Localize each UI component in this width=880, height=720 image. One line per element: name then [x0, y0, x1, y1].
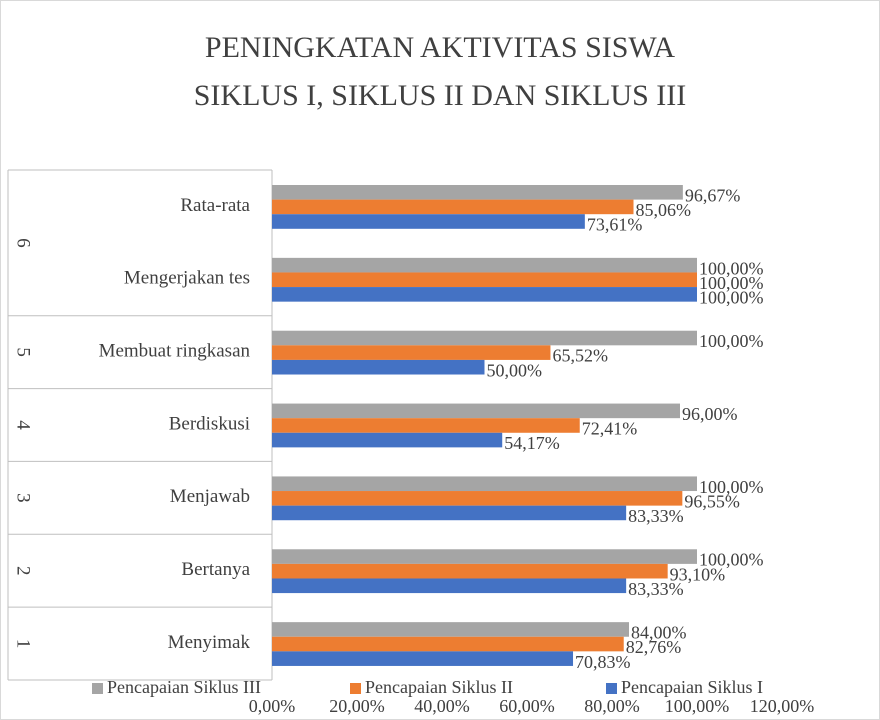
value-label: 96,67% [685, 185, 741, 205]
value-label: 85,06% [636, 200, 692, 220]
value-label: 70,83% [575, 652, 631, 672]
value-label: 93,10% [670, 564, 726, 584]
bar [272, 403, 680, 419]
bar [272, 563, 668, 579]
y-tick-label: Berdiskusi [169, 413, 250, 434]
legend-label: Pencapaian Siklus III [107, 677, 261, 697]
value-label: 72,41% [582, 419, 638, 439]
x-tick-label: 0,00% [249, 696, 296, 716]
value-label: 100,00% [699, 477, 764, 497]
x-tick-label: 60,00% [499, 696, 555, 716]
bar [272, 199, 634, 215]
value-label: 82,76% [626, 637, 682, 657]
bar [272, 651, 574, 666]
bar [272, 491, 683, 506]
y-tick-label: Menyimak [168, 632, 251, 653]
x-tick-label: 20,00% [329, 696, 385, 716]
value-label: 73,61% [587, 215, 643, 235]
bar [272, 330, 697, 346]
bar [272, 214, 585, 229]
chart-title: PENINGKATAN AKTIVITAS SISWA [205, 31, 676, 64]
bar [272, 622, 629, 637]
group-label: 5 [13, 347, 34, 357]
x-tick-label: 40,00% [414, 696, 470, 716]
bar [272, 287, 697, 302]
bar [272, 345, 551, 360]
value-label: 100,00% [699, 550, 764, 570]
value-label: 100,00% [699, 273, 764, 293]
bar [272, 636, 624, 652]
bar [272, 505, 627, 521]
bar [272, 432, 503, 448]
bar [272, 359, 485, 375]
x-tick-label: 80,00% [584, 696, 640, 716]
bar [272, 578, 627, 594]
value-label: 83,33% [628, 506, 684, 526]
legend-swatch [350, 683, 361, 694]
group-label: 2 [13, 566, 34, 576]
y-tick-label: Mengerjakan tes [124, 268, 250, 289]
value-label: 84,00% [631, 623, 687, 643]
y-tick-label: Rata-rata [180, 195, 250, 216]
value-label: 100,00% [699, 287, 764, 307]
legend-label: Pencapaian Siklus I [621, 677, 763, 697]
value-label: 50,00% [487, 360, 543, 380]
bar [272, 257, 697, 273]
value-label: 65,52% [552, 346, 608, 366]
bar [272, 185, 683, 200]
bar [272, 272, 697, 288]
bar [272, 549, 697, 564]
value-label: 96,00% [682, 404, 738, 424]
bar [272, 476, 697, 492]
y-tick-label: Menjawab [170, 486, 250, 507]
value-label: 83,33% [628, 579, 684, 599]
value-label: 100,00% [699, 331, 764, 351]
x-tick-label: 120,00% [750, 696, 815, 716]
bar [272, 418, 580, 433]
legend-label: Pencapaian Siklus II [365, 677, 513, 697]
x-tick-label: 100,00% [665, 696, 730, 716]
group-label: 6 [13, 238, 34, 248]
y-tick-label: Membuat ringkasan [99, 341, 251, 362]
legend-swatch [92, 683, 103, 694]
group-label: 3 [13, 493, 34, 503]
value-label: 54,17% [504, 433, 560, 453]
group-label: 4 [13, 420, 34, 430]
y-tick-label: Bertanya [181, 559, 250, 580]
legend-swatch [606, 683, 617, 694]
value-label: 100,00% [699, 258, 764, 278]
chart-title: SIKLUS I, SIKLUS II DAN SIKLUS III [194, 79, 686, 112]
value-label: 96,55% [684, 491, 740, 511]
group-label: 1 [13, 639, 34, 649]
